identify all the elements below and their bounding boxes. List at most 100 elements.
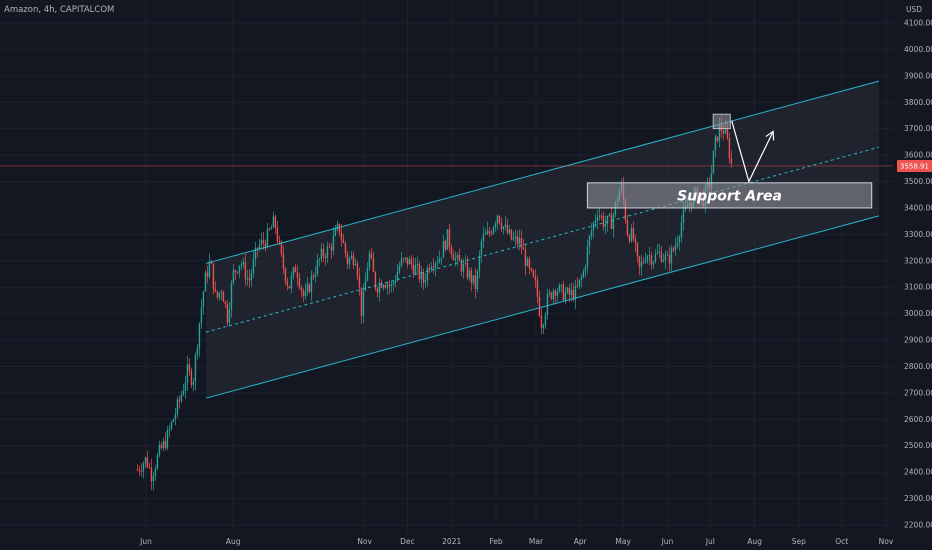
candle-body (542, 324, 545, 329)
candle-body (216, 291, 219, 298)
candle-body (232, 270, 235, 283)
candle-body (208, 261, 211, 277)
candle-body (152, 475, 155, 482)
candle-body (660, 251, 663, 262)
candle-body (626, 220, 629, 236)
candle-body (494, 223, 497, 228)
candle-body (306, 284, 309, 292)
y-tick-label: 3600.00 (904, 151, 932, 160)
candle-body (726, 129, 729, 139)
candle-body (624, 199, 627, 221)
candle-body (518, 238, 521, 244)
candle-body (584, 267, 587, 272)
candle-body (512, 238, 515, 240)
candle-body (292, 267, 295, 276)
candle-body (218, 292, 221, 298)
candle-body (272, 216, 275, 228)
candle-body (630, 228, 633, 242)
candle-body (662, 260, 665, 262)
support-area-box (586, 182, 873, 209)
candle-body (368, 253, 371, 269)
candle-body (350, 255, 353, 259)
candle-body (336, 223, 339, 230)
candle-body (434, 263, 437, 268)
candle-body (578, 279, 581, 286)
candle-body (490, 233, 493, 235)
candle-body (430, 266, 433, 270)
candle-body (246, 278, 249, 280)
candle-body (606, 215, 609, 224)
candle-body (390, 284, 393, 286)
y-tick-label: 3900.00 (904, 71, 932, 80)
candle-body (300, 287, 303, 291)
candle-body (610, 214, 613, 229)
candle-body (274, 216, 277, 228)
candle-body (446, 229, 449, 250)
candle-body (558, 284, 561, 292)
candle-body (226, 304, 229, 323)
y-tick-label: 3500.00 (904, 177, 932, 186)
candle-body (666, 254, 669, 256)
candle-body (508, 229, 511, 234)
candle-body (550, 292, 553, 299)
symbol-title: Amazon, 4h, CAPITALCOM (4, 5, 115, 15)
y-tick-label: 2600.00 (904, 415, 932, 424)
candle-body (136, 469, 139, 471)
candle-body (634, 239, 637, 244)
candle-body (332, 235, 335, 251)
candle-body (356, 263, 359, 277)
candle-body (322, 248, 325, 257)
candle-body (150, 467, 153, 482)
candle-body (548, 292, 551, 295)
candle-body (348, 258, 351, 264)
candle-body (524, 249, 527, 267)
candle-body (402, 258, 405, 260)
candle-body (148, 467, 151, 468)
candle-body (664, 254, 667, 261)
candle-body (360, 287, 363, 317)
candle-body (652, 261, 655, 265)
candle-body (454, 258, 457, 261)
candle-body (352, 255, 355, 266)
annotations[interactable]: Support Area (0, 113, 893, 209)
candle-body (418, 263, 421, 280)
candle-body (278, 241, 281, 243)
candle-body (582, 271, 585, 278)
candle-body (520, 238, 523, 248)
candle-body (506, 224, 509, 234)
candle-body (282, 253, 285, 269)
channel-lines[interactable] (205, 80, 879, 399)
candle-body (442, 241, 445, 258)
candle-body (458, 254, 461, 262)
candle-body (406, 257, 409, 265)
candle-body (422, 272, 425, 283)
candle-body (682, 209, 685, 223)
current-price-label: 3558.91 (900, 162, 929, 170)
candle-body (632, 228, 635, 240)
y-tick-label: 3400.00 (904, 203, 932, 212)
x-tick-label: 2021 (442, 537, 461, 546)
candle-body (376, 288, 379, 293)
candle-body (400, 258, 403, 266)
candle-body (318, 259, 321, 261)
candle-body (266, 228, 269, 248)
candle-body (212, 263, 215, 290)
candle-body (514, 236, 517, 239)
candle-body (200, 307, 203, 324)
candle-body (176, 399, 179, 414)
x-tick-label: Jun (661, 537, 674, 546)
candle-body (162, 440, 165, 449)
candle-body (254, 247, 257, 260)
channel-middle-line (205, 146, 879, 333)
candle-body (526, 258, 529, 267)
candle-body (382, 285, 385, 288)
candle-body (464, 262, 467, 264)
candle-body (538, 296, 541, 316)
y-tick-label: 2900.00 (904, 336, 932, 345)
candle-body (296, 272, 299, 278)
candle-body (672, 248, 675, 251)
candle-body (344, 242, 347, 254)
candle-body (498, 215, 501, 223)
candle-body (196, 347, 199, 355)
